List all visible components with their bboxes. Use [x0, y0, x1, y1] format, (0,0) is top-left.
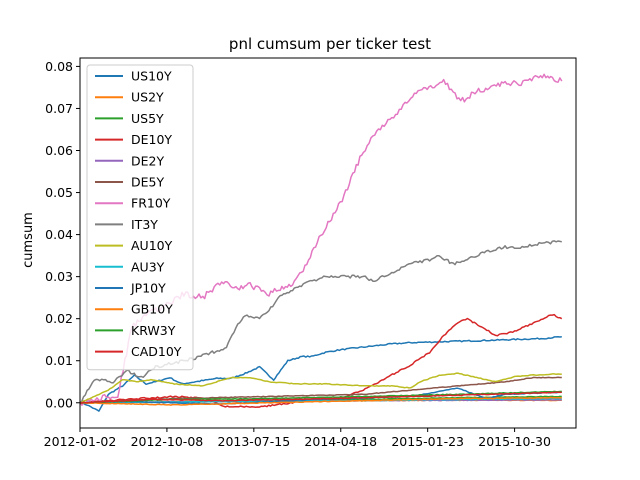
- axes-layer: 0.00 0.01 0.02 0.03 0.04 0.05 0.06 0.07 0.08 2012…: [44, 57, 577, 449]
- plot-frame: [79, 57, 577, 429]
- y-tick-label: 0.03: [45, 269, 73, 284]
- legend-label: US2Y: [131, 90, 164, 105]
- y-tick-label: 0.06: [45, 143, 73, 158]
- y-tick-label: 0.08: [45, 59, 73, 74]
- legend-label: AU3Y: [131, 259, 165, 274]
- series-line-au10y: [79, 372, 562, 404]
- legend-label: KRW3Y: [131, 323, 176, 338]
- series-line-us10y: [79, 336, 562, 412]
- legend-label: DE5Y: [131, 175, 164, 190]
- y-tick-label: 0.04: [45, 227, 73, 242]
- legend-label: GB10Y: [131, 302, 173, 317]
- series-line-cad10y: [79, 391, 562, 404]
- legend-label: CAD10Y: [131, 344, 182, 359]
- x-tick-label: 2013-07-15: [218, 434, 291, 449]
- x-tick-label: 2012-01-02: [44, 434, 117, 449]
- x-tick-label: 2014-04-18: [304, 434, 377, 449]
- chart-title: pnl cumsum per ticker test: [229, 35, 431, 53]
- y-tick-label: 0.02: [45, 311, 73, 326]
- legend-label: US5Y: [131, 111, 164, 126]
- x-tick-label: 2015-10-30: [478, 434, 551, 449]
- legend-label: US10Y: [131, 69, 172, 84]
- y-tick-label: 0.01: [45, 353, 73, 368]
- legend-label: FR10Y: [131, 196, 171, 211]
- y-axis-title: cumsum: [21, 212, 36, 268]
- legend: US10Y US2Y US5Y DE10Y DE2Y DE5Y FR10Y IT3Y AU10Y…: [86, 64, 194, 371]
- y-tick-label: 0.00: [45, 395, 73, 410]
- legend-box: [86, 64, 194, 371]
- legend-label: DE10Y: [131, 132, 172, 147]
- legend-label: JP10Y: [130, 281, 166, 296]
- legend-label: IT3Y: [131, 217, 158, 232]
- x-tick-label: 2015-01-23: [391, 434, 464, 449]
- x-tick-label: 2012-10-08: [131, 434, 204, 449]
- legend-label: AU10Y: [131, 238, 173, 253]
- series-layer: [79, 73, 563, 412]
- y-tick-label: 0.07: [45, 101, 73, 116]
- series-line-gb10y: [79, 396, 562, 406]
- legend-label: DE2Y: [131, 153, 164, 168]
- y-tick-label: 0.05: [45, 185, 73, 200]
